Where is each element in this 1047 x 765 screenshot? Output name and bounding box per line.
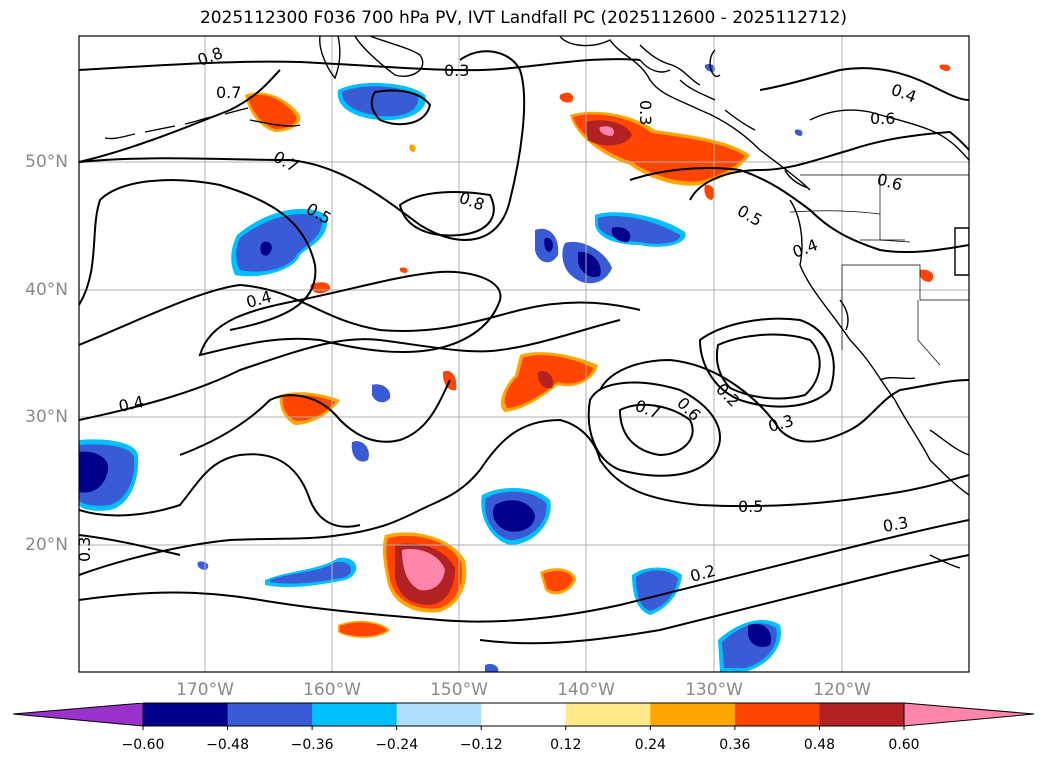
colorbar-segment xyxy=(481,703,567,726)
pv-contours xyxy=(79,50,969,645)
negative-pv-shading xyxy=(79,63,803,672)
lon-label: 140°W xyxy=(557,680,615,700)
colorbar-segment xyxy=(565,703,651,726)
contour-label: 0.3 xyxy=(881,513,909,536)
lon-label: 170°W xyxy=(176,680,234,700)
lon-label: 160°W xyxy=(303,680,361,700)
map-title: 2025112300 F036 700 hPa PV, IVT Landfall… xyxy=(199,8,847,28)
colorbar-tick-label: −0.12 xyxy=(459,737,503,753)
colorbar-tick-label: 0.60 xyxy=(888,737,920,753)
gridlines xyxy=(79,36,969,672)
map-frame xyxy=(78,35,970,673)
colorbar-tick-label: −0.24 xyxy=(375,737,419,753)
colorbar-tick-label: 0.36 xyxy=(719,737,751,753)
contour-label: 0.3 xyxy=(444,61,469,80)
colorbar-extend-high xyxy=(904,703,1034,726)
colorbar-extend-low xyxy=(13,703,143,726)
lat-label: 50°N xyxy=(25,152,68,172)
colorbar-tick-label: −0.60 xyxy=(121,737,165,753)
contour-label: 0.5 xyxy=(738,497,763,516)
contour-label: 0.3 xyxy=(75,537,94,562)
contour-label: 0.7 xyxy=(216,83,241,102)
political-borders xyxy=(789,174,969,366)
colorbar-segment xyxy=(143,703,229,726)
colorbar-segment xyxy=(227,703,313,726)
contour-label: 0.6 xyxy=(870,109,895,128)
colorbar-segment xyxy=(312,703,398,726)
colorbar-tick-label: −0.48 xyxy=(206,737,249,753)
colorbar-segment xyxy=(396,703,482,726)
positive-pv-shading xyxy=(245,64,951,638)
contour-label: 0.4 xyxy=(117,392,146,416)
colorbar-tick-label: 0.24 xyxy=(634,737,666,753)
colorbar-tick-label: −0.36 xyxy=(290,737,334,753)
colorbar-outline xyxy=(12,702,1035,727)
coastlines xyxy=(104,36,969,569)
lat-label: 20°N xyxy=(25,535,68,555)
lon-label: 120°W xyxy=(813,680,871,700)
contour-label: 0.3 xyxy=(636,100,655,125)
lon-label: 130°W xyxy=(685,680,743,700)
lat-label: 30°N xyxy=(25,407,68,427)
colorbar-segment xyxy=(734,703,820,726)
colorbar-tick-label: 0.12 xyxy=(550,737,582,753)
colorbar-segment xyxy=(650,703,736,726)
colorbar-segment xyxy=(819,703,905,726)
colorbar-tick-label: 0.48 xyxy=(803,737,836,753)
lon-label: 150°W xyxy=(430,680,488,700)
lat-label: 40°N xyxy=(25,280,68,300)
